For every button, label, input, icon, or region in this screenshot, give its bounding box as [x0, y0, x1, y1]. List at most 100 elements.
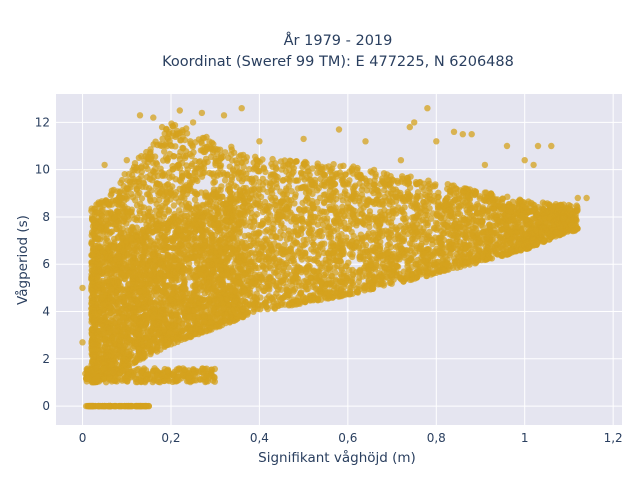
data-point [340, 291, 348, 299]
data-point [386, 180, 393, 187]
data-point [279, 191, 287, 198]
data-point [134, 167, 141, 174]
data-point [138, 163, 145, 170]
data-point [320, 191, 327, 199]
data-point [375, 234, 382, 241]
data-point [332, 276, 339, 283]
data-point [133, 186, 140, 193]
data-point [398, 245, 405, 252]
data-point [530, 240, 537, 247]
data-point [124, 213, 131, 220]
data-point [309, 165, 316, 172]
data-point [321, 199, 328, 206]
data-point [252, 230, 260, 237]
data-point [318, 216, 325, 224]
data-point [431, 192, 438, 200]
data-point [291, 252, 298, 259]
data-point [380, 280, 387, 287]
data-point [400, 197, 407, 205]
data-point [401, 228, 408, 235]
data-point [264, 226, 271, 234]
data-point [462, 216, 469, 223]
data-point [540, 238, 548, 245]
data-point [476, 246, 483, 253]
data-point [304, 163, 311, 171]
data-point [169, 183, 176, 190]
data-point [251, 294, 258, 301]
data-point [352, 182, 359, 189]
data-point [294, 185, 302, 192]
data-point [444, 228, 451, 235]
data-point [465, 226, 473, 234]
data-point [246, 202, 253, 209]
data-point [285, 301, 293, 308]
data-point [304, 168, 311, 175]
data-point [134, 191, 141, 198]
data-point [349, 253, 356, 261]
data-point [314, 160, 321, 167]
data-point [367, 279, 374, 286]
data-point [108, 187, 116, 194]
data-point [98, 212, 106, 219]
data-point [298, 225, 305, 233]
data-point [240, 175, 247, 182]
data-point [114, 188, 121, 195]
data-point [384, 249, 391, 256]
data-point [285, 183, 293, 190]
data-point [325, 265, 332, 272]
data-point [350, 190, 357, 197]
data-point [441, 267, 448, 274]
data-point [299, 199, 306, 207]
data-point [321, 271, 328, 279]
data-point [248, 175, 256, 182]
data-point [399, 208, 406, 216]
data-point [333, 284, 340, 291]
data-point [261, 300, 269, 307]
data-point [490, 206, 498, 213]
data-point [127, 227, 134, 234]
data-point [321, 283, 328, 291]
data-point [379, 274, 386, 281]
data-points [79, 105, 590, 410]
data-point [95, 235, 102, 243]
data-point [90, 216, 98, 223]
data-point [332, 196, 340, 203]
data-point [267, 194, 274, 201]
data-point [488, 229, 495, 236]
data-point [246, 195, 253, 202]
data-point [471, 191, 478, 199]
data-point [355, 197, 363, 205]
data-point [326, 254, 333, 262]
data-point [272, 260, 280, 267]
data-point [269, 253, 277, 260]
data-point [393, 226, 400, 233]
data-point [474, 251, 482, 259]
data-point [353, 239, 360, 246]
data-point [295, 278, 302, 286]
data-point [111, 214, 118, 221]
data-point [362, 201, 370, 208]
data-point [413, 206, 420, 213]
data-point [307, 209, 314, 216]
data-point [453, 205, 461, 213]
data-point [170, 153, 177, 160]
data-point [354, 166, 361, 174]
data-point [322, 295, 330, 302]
data-point [518, 212, 525, 220]
data-point [215, 186, 222, 193]
data-point [279, 277, 287, 284]
data-point [414, 256, 421, 264]
data-point [138, 195, 146, 202]
data-point [191, 168, 198, 175]
data-point [276, 212, 283, 219]
data-point [278, 301, 285, 308]
data-point [447, 198, 454, 205]
data-point [145, 191, 152, 198]
data-point [320, 208, 328, 215]
data-point [434, 202, 442, 209]
data-point [479, 205, 486, 213]
data-point [485, 192, 493, 199]
data-point [445, 243, 452, 251]
data-point [516, 238, 523, 245]
